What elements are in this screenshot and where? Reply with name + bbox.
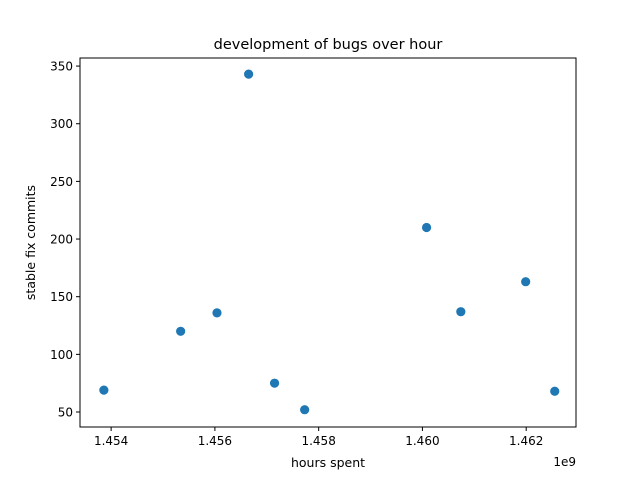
x-tick-label: 1.456 xyxy=(198,434,232,448)
x-tick-label: 1.454 xyxy=(94,434,128,448)
chart-title: development of bugs over hour xyxy=(214,37,443,53)
data-point-9 xyxy=(521,277,531,287)
x-axis-ticks: 1.454 1.456 1.458 1.460 1.462 xyxy=(94,427,543,448)
data-point-1 xyxy=(99,385,109,395)
x-tick-label: 1.460 xyxy=(405,434,439,448)
data-point-6 xyxy=(300,405,310,415)
y-tick-label: 200 xyxy=(50,233,73,247)
x-tick-label: 1.462 xyxy=(509,434,543,448)
data-points xyxy=(99,69,560,415)
x-tick-label: 1.458 xyxy=(301,434,335,448)
data-point-2 xyxy=(176,326,186,336)
data-point-10 xyxy=(550,386,560,396)
data-point-7 xyxy=(421,222,432,233)
y-axis-ticks: 50 100 150 200 250 300 350 xyxy=(50,60,80,420)
data-point-5 xyxy=(269,378,280,388)
plot-area xyxy=(80,58,576,427)
data-point-3 xyxy=(212,308,222,318)
y-tick-label: 100 xyxy=(50,348,73,362)
plot-frame xyxy=(79,57,577,428)
y-axis-label: stable fix commits xyxy=(23,185,38,300)
y-tick-label: 250 xyxy=(50,175,73,189)
y-tick-label: 300 xyxy=(50,117,73,131)
y-tick-label: 50 xyxy=(58,406,73,420)
x-axis-label: hours spent xyxy=(291,455,365,470)
y-tick-label: 150 xyxy=(50,290,73,304)
y-tick-label: 350 xyxy=(50,60,73,74)
x-offset-label: 1e9 xyxy=(553,455,576,469)
data-point-4 xyxy=(244,69,254,79)
data-point-8 xyxy=(456,307,466,317)
